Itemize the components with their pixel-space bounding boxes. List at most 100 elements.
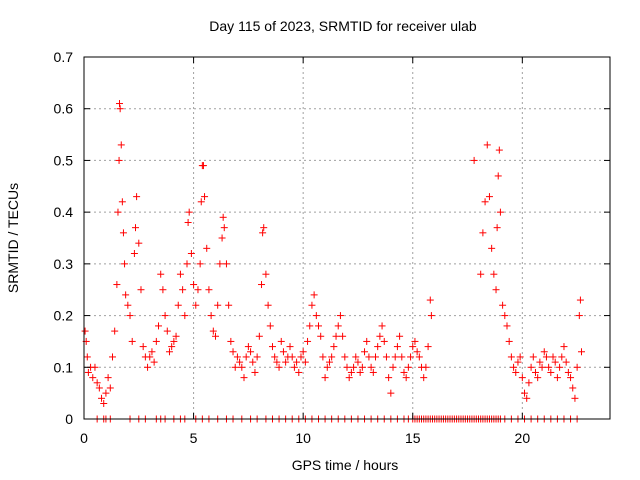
data-point [490, 270, 498, 278]
data-point [236, 358, 244, 366]
data-point [119, 229, 127, 237]
data-point [199, 162, 207, 170]
data-point [242, 353, 250, 361]
data-point [244, 343, 252, 351]
data-point [106, 384, 114, 392]
data-point [163, 327, 171, 335]
data-point [325, 358, 333, 366]
data-point [81, 327, 89, 335]
data-point [426, 296, 434, 304]
data-point [104, 374, 112, 382]
data-point [415, 353, 423, 361]
data-point [146, 353, 154, 361]
data-point [371, 353, 379, 361]
data-point [288, 353, 296, 361]
data-point [282, 358, 290, 366]
data-point [148, 348, 156, 356]
data-point [391, 353, 399, 361]
data-point [121, 260, 129, 268]
data-point [501, 312, 509, 320]
data-point [116, 100, 124, 108]
data-point [157, 270, 165, 278]
data-point [155, 322, 163, 330]
data-point [382, 353, 390, 361]
data-point [277, 337, 285, 345]
data-point [102, 389, 110, 397]
data-point [187, 250, 195, 258]
data-point [227, 337, 235, 345]
data-point [400, 368, 408, 376]
data-point [111, 327, 119, 335]
data-point [116, 105, 124, 113]
data-point [203, 244, 211, 252]
data-point [184, 218, 192, 226]
data-point [297, 353, 305, 361]
data-point [492, 286, 500, 294]
data-point [132, 224, 140, 232]
data-point [352, 353, 360, 361]
y-tick-label: 0.1 [54, 359, 74, 375]
data-point [569, 384, 577, 392]
data-point [493, 224, 501, 232]
data-point [334, 322, 342, 330]
x-tick-label: 15 [405, 430, 421, 446]
data-point [398, 353, 406, 361]
x-tick-label: 10 [295, 430, 311, 446]
data-point [259, 229, 267, 237]
data-point [350, 363, 358, 371]
data-point [477, 270, 485, 278]
data-point [553, 374, 561, 382]
data-point [427, 312, 435, 320]
data-point [229, 348, 237, 356]
data-point [578, 348, 586, 356]
y-tick-label: 0.3 [54, 256, 74, 272]
data-point [576, 296, 584, 304]
data-point [534, 374, 542, 382]
data-point [571, 394, 579, 402]
data-point [345, 374, 353, 382]
data-point [89, 374, 97, 382]
data-point [564, 368, 572, 376]
data-point [385, 374, 393, 382]
y-tick-label: 0 [65, 411, 73, 427]
data-point [293, 358, 301, 366]
data-point [516, 353, 524, 361]
data-point [93, 379, 101, 387]
data-point [549, 353, 557, 361]
data-point [233, 353, 241, 361]
data-point [312, 312, 320, 320]
data-point [512, 368, 520, 376]
data-point [341, 353, 349, 361]
x-axis: 0 5 10 15 20 [80, 57, 530, 446]
data-point [562, 358, 570, 366]
data-point [538, 363, 546, 371]
data-point [380, 337, 388, 345]
data-point [275, 363, 283, 371]
data-point [117, 141, 125, 149]
data-point [495, 146, 503, 154]
data-point [183, 260, 191, 268]
data-point [201, 193, 209, 201]
data-point [209, 327, 217, 335]
data-point [547, 368, 555, 376]
data-point [407, 353, 415, 361]
data-point [137, 286, 145, 294]
data-point [376, 332, 384, 340]
data-point [321, 374, 329, 382]
data-point [393, 343, 401, 351]
data-point [306, 322, 314, 330]
data-point [523, 394, 531, 402]
data-point [286, 343, 294, 351]
data-point [328, 353, 336, 361]
data-point [240, 374, 248, 382]
data-point [422, 363, 430, 371]
data-point [273, 358, 281, 366]
data-point [150, 358, 158, 366]
data-point [130, 250, 138, 258]
data-point [83, 353, 91, 361]
data-point [152, 337, 160, 345]
data-point [268, 343, 276, 351]
data-point [231, 363, 239, 371]
data-point [354, 358, 362, 366]
data-point [356, 368, 364, 376]
